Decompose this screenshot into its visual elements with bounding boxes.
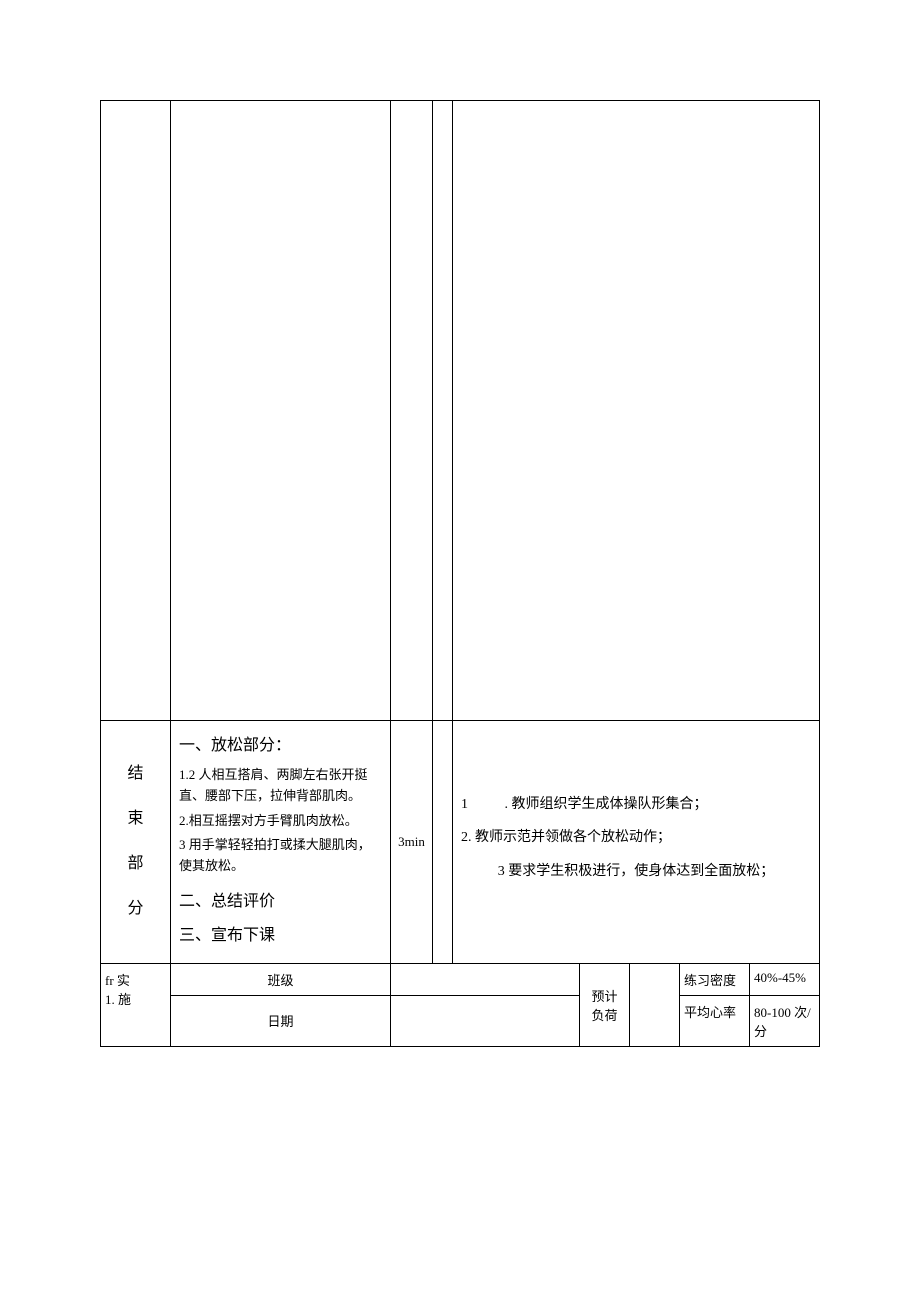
section-label-char4: 分 [107,887,164,932]
load-label-line2: 负荷 [584,1005,625,1024]
hr-value-cell: 80-100 次/分 [750,995,820,1046]
relax-item-3: 3 用手掌轻轻拍打或揉大腿肌肉，使其放松。 [179,835,382,877]
relax-item-1: 1.2 人相互搭肩、两脚左右张开挺直、腰部下压，拉伸背部肌肉。 [179,765,382,807]
impl-label-line2: 1. 施 [105,989,166,1008]
blank-narrow-cell [433,721,453,964]
density-value-cell: 40%-45% [750,963,820,995]
relax-item-2: 2.相互摇摆对方手臂肌肉放松。 [179,811,382,832]
content-cell: 一、放松部分： 1.2 人相互搭肩、两脚左右张开挺直、腰部下压，拉伸背部肌肉。 … [171,721,391,964]
impl-label-line1: fr 实 [105,970,166,989]
teacher-note-1: 1 . 教师组织学生成体操队形集合； [461,792,811,817]
empty-top-row [101,101,820,721]
cell-empty-1 [101,101,171,721]
cell-empty-3 [391,101,433,721]
load-label-cell: 预计 负荷 [580,963,630,1046]
cell-empty-4 [433,101,453,721]
hr-label-cell: 平均心率 [680,995,750,1046]
teacher-notes-cell: 1 . 教师组织学生成体操队形集合； 2. 教师示范并领做各个放松动作； 3 要… [453,721,820,964]
cell-empty-5 [453,101,820,721]
section-label-char3: 部 [107,842,164,887]
teacher-note-2: 2. 教师示范并领做各个放松动作； [461,825,811,850]
relax-title: 一、放松部分： [179,731,382,755]
load-label-line1: 预计 [584,986,625,1005]
note-1-text: . 教师组织学生成体操队形集合； [501,797,708,812]
section-label-cell: 结 束 部 分 [101,721,171,964]
impl-label-cell: fr 实 1. 施 [101,963,171,1046]
class-label-cell: 班级 [171,963,391,995]
conclusion-section-row: 结 束 部 分 一、放松部分： 1.2 人相互搭肩、两脚左右张开挺直、腰部下压，… [101,721,820,964]
lesson-plan-table: 结 束 部 分 一、放松部分： 1.2 人相互搭肩、两脚左右张开挺直、腰部下压，… [100,100,820,1047]
density-label-cell: 练习密度 [680,963,750,995]
note-1-number: 1 [461,792,501,817]
class-value-cell [391,963,580,995]
cell-empty-2 [171,101,391,721]
date-value-cell [391,995,580,1046]
time-cell: 3min [391,721,433,964]
teacher-note-3: 3 要求学生积极进行，使身体达到全面放松； [461,859,811,884]
footer-row-1: fr 实 1. 施 班级 预计 负荷 练习密度 40%-45% [101,963,820,995]
section-label-char1: 结 [107,752,164,797]
section-label-char2: 束 [107,797,164,842]
load-blank-cell [630,963,680,1046]
dismiss-title: 三、宣布下课 [179,921,382,945]
summary-title: 二、总结评价 [179,887,382,911]
date-label-cell: 日期 [171,995,391,1046]
footer-row-2: 日期 平均心率 80-100 次/分 [101,995,820,1046]
